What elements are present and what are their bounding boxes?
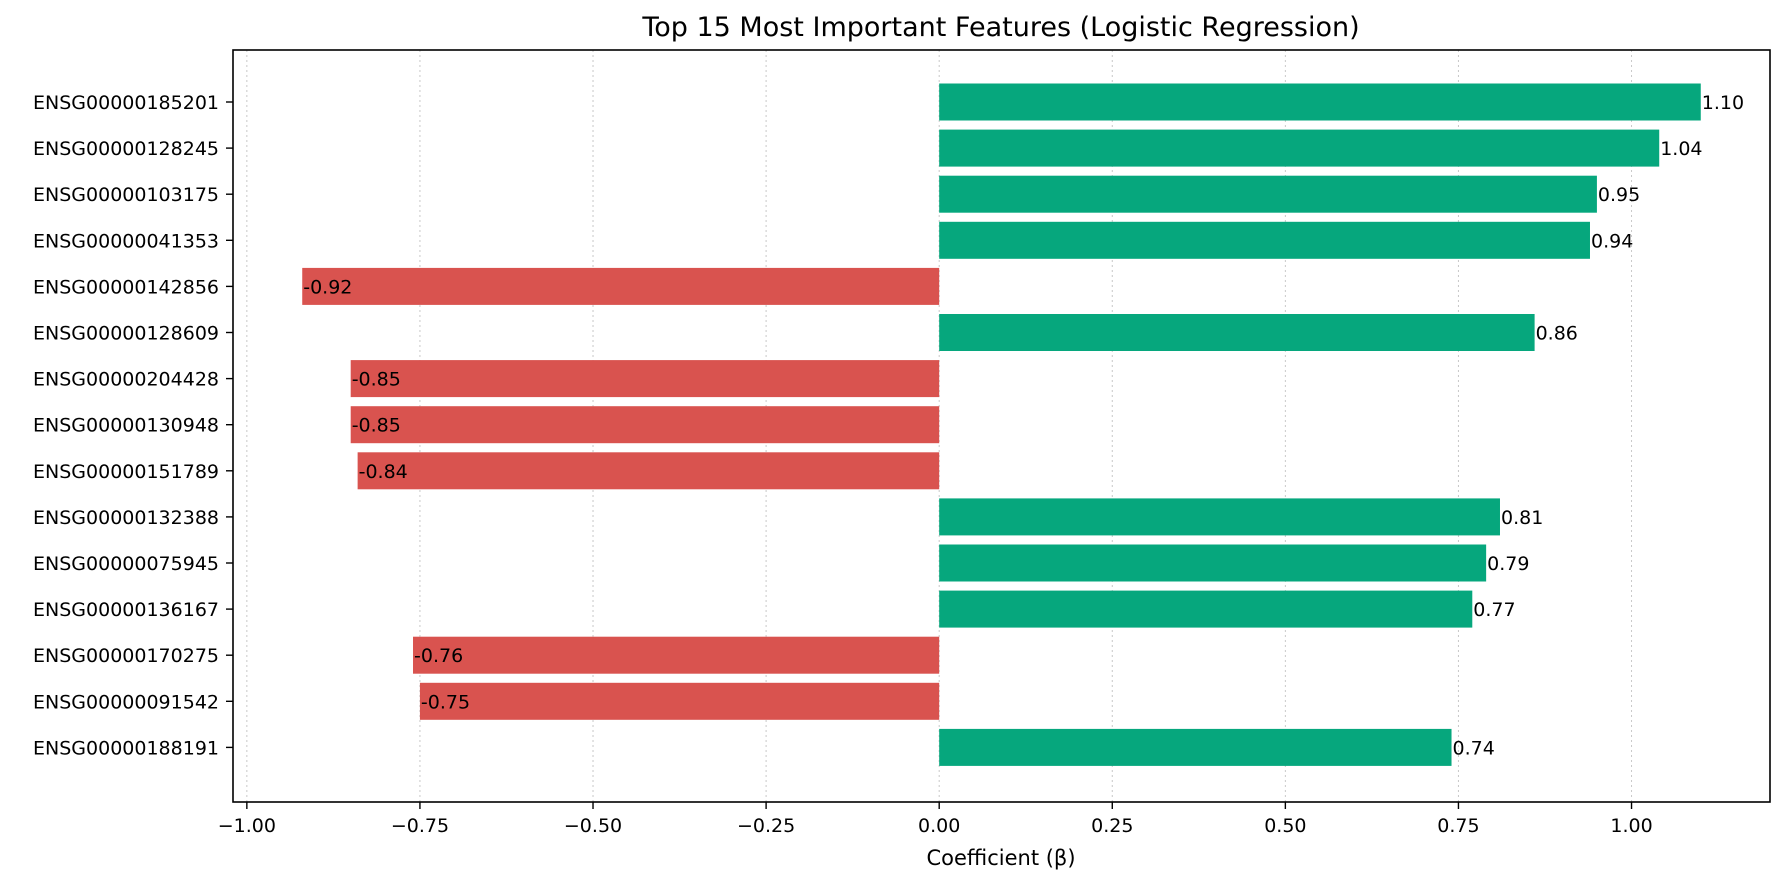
x-tick-label: −0.50 bbox=[564, 815, 622, 837]
bar-ENSG00000151789 bbox=[357, 452, 940, 490]
y-tick-label-ENSG00000130948: ENSG00000130948 bbox=[33, 415, 219, 437]
plot-frame bbox=[232, 49, 1771, 803]
bar-ENSG00000091542 bbox=[419, 682, 940, 720]
data-label-ENSG00000142856: -0.92 bbox=[303, 276, 352, 298]
data-label-ENSG00000188191: 0.74 bbox=[1453, 737, 1495, 759]
y-tick-label-ENSG00000041353: ENSG00000041353 bbox=[33, 230, 219, 252]
y-tick-label-ENSG00000103175: ENSG00000103175 bbox=[33, 184, 219, 206]
y-tick-label-ENSG00000128245: ENSG00000128245 bbox=[33, 138, 219, 160]
bar-ENSG00000185201 bbox=[939, 83, 1701, 121]
y-tick-label-ENSG00000204428: ENSG00000204428 bbox=[33, 369, 219, 391]
bar-ENSG00000136167 bbox=[939, 590, 1473, 628]
bar-ENSG00000128245 bbox=[939, 129, 1660, 167]
y-tick-label-ENSG00000185201: ENSG00000185201 bbox=[33, 92, 219, 114]
data-label-ENSG00000136167: 0.77 bbox=[1473, 599, 1515, 621]
x-tick-label: −0.75 bbox=[391, 815, 449, 837]
bar-ENSG00000204428 bbox=[350, 360, 940, 398]
data-labels: 1.10 1.04 0.95 0.94 -0.92 0.86 -0.85 -0.85 -0.84… bbox=[303, 92, 1744, 759]
x-tick-label: −1.00 bbox=[218, 815, 276, 837]
x-tick-label: 0.00 bbox=[918, 815, 960, 837]
bar-ENSG00000103175 bbox=[939, 175, 1597, 213]
data-label-ENSG00000130948: -0.85 bbox=[352, 415, 401, 437]
chart-title: Top 15 Most Important Features (Logistic… bbox=[641, 12, 1359, 43]
y-tick-label-ENSG00000091542: ENSG00000091542 bbox=[33, 691, 219, 713]
x-tick-label: 0.25 bbox=[1091, 815, 1133, 837]
x-tick-label: 1.00 bbox=[1610, 815, 1652, 837]
bar-ENSG00000041353 bbox=[939, 221, 1590, 259]
data-label-ENSG00000204428: -0.85 bbox=[352, 369, 401, 391]
bar-ENSG00000130948 bbox=[350, 406, 940, 444]
y-tick-label-ENSG00000188191: ENSG00000188191 bbox=[33, 737, 219, 759]
data-label-ENSG00000132388: 0.81 bbox=[1501, 507, 1543, 529]
y-tick-label-ENSG00000151789: ENSG00000151789 bbox=[33, 461, 219, 483]
bar-ENSG00000128609 bbox=[939, 314, 1535, 351]
y-tick-label-ENSG00000128609: ENSG00000128609 bbox=[33, 323, 219, 345]
x-axis-label: Coefficient (β) bbox=[926, 846, 1075, 870]
bar-ENSG00000170275 bbox=[413, 636, 940, 674]
x-tick-label: 0.75 bbox=[1437, 815, 1479, 837]
x-tick-labels: −1.00 −0.75 −0.50 −0.25 0.00 0.25 0.50 0.75 1.00 bbox=[218, 802, 1653, 837]
data-label-ENSG00000170275: -0.76 bbox=[414, 645, 463, 667]
data-label-ENSG00000075945: 0.79 bbox=[1487, 553, 1529, 575]
y-tick-label-ENSG00000170275: ENSG00000170275 bbox=[33, 645, 219, 667]
y-tick-label-ENSG00000132388: ENSG00000132388 bbox=[33, 507, 219, 529]
y-tick-label-ENSG00000136167: ENSG00000136167 bbox=[33, 599, 219, 621]
data-label-ENSG00000103175: 0.95 bbox=[1598, 184, 1640, 206]
x-tick-label: 0.50 bbox=[1264, 815, 1306, 837]
data-label-ENSG00000041353: 0.94 bbox=[1591, 230, 1633, 252]
data-label-ENSG00000151789: -0.84 bbox=[359, 461, 408, 483]
data-label-ENSG00000091542: -0.75 bbox=[421, 691, 470, 713]
data-label-ENSG00000185201: 1.10 bbox=[1702, 92, 1744, 114]
data-label-ENSG00000128609: 0.86 bbox=[1536, 323, 1578, 345]
x-tick-label: −0.25 bbox=[737, 815, 795, 837]
data-label-ENSG00000128245: 1.04 bbox=[1660, 138, 1702, 160]
y-tick-labels: ENSG00000185201 ENSG00000128245 ENSG000001… bbox=[33, 92, 233, 759]
y-tick-label-ENSG00000075945: ENSG00000075945 bbox=[33, 553, 219, 575]
bar-ENSG00000075945 bbox=[939, 544, 1487, 582]
bars bbox=[302, 83, 1701, 766]
bar-ENSG00000188191 bbox=[939, 728, 1452, 766]
bar-ENSG00000142856 bbox=[302, 267, 940, 305]
bar-ENSG00000132388 bbox=[939, 498, 1500, 536]
y-tick-label-ENSG00000142856: ENSG00000142856 bbox=[33, 276, 219, 298]
